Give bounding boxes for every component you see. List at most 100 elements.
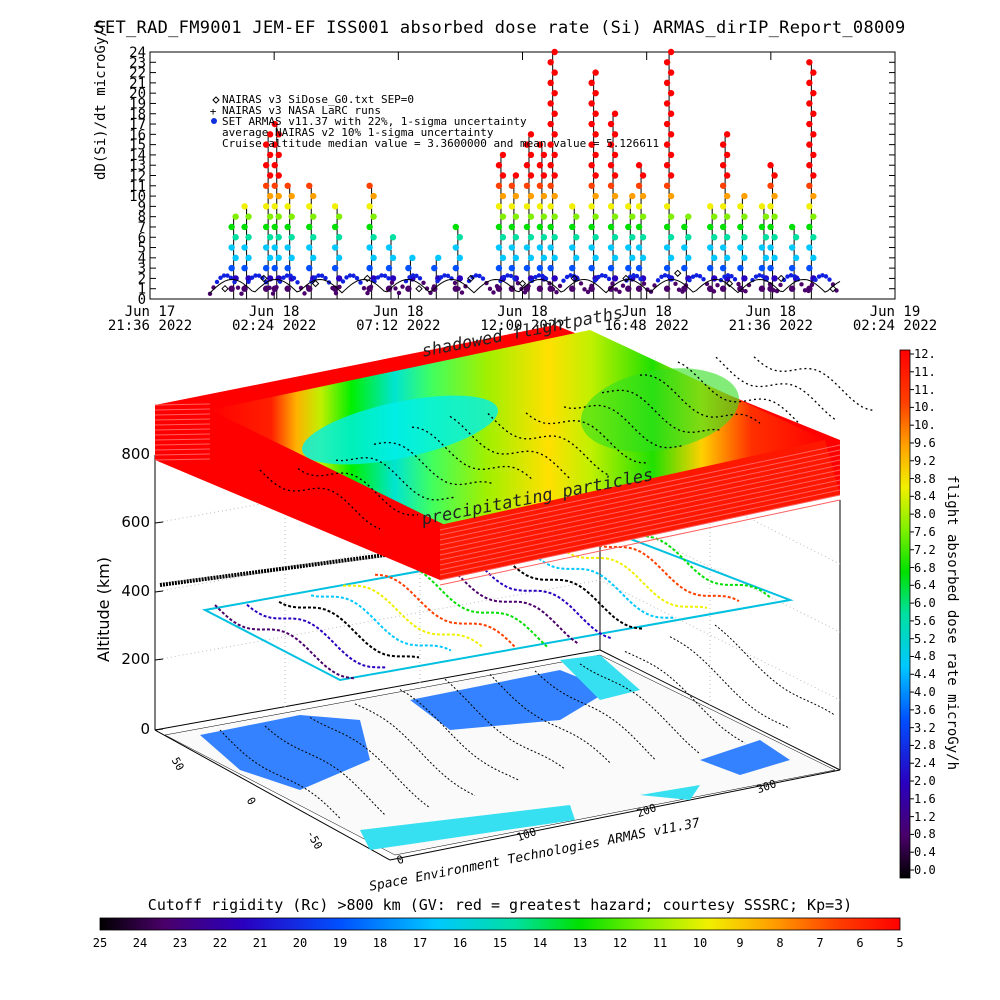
cap-shadowed-flightpath <box>449 415 571 480</box>
armas-baseline-point <box>386 276 391 281</box>
right-colorbar-tick-label: 4.0 <box>914 685 936 700</box>
cap-edge-stripe <box>439 444 841 531</box>
armas-data-point <box>607 244 615 251</box>
armas-data-point <box>592 192 599 200</box>
armas-data-point <box>810 89 817 97</box>
armas-data-point <box>228 223 235 231</box>
armas-data-point <box>663 141 671 148</box>
armas-data-point <box>271 182 278 189</box>
bottom-colorbar-tick-label: 17 <box>412 936 428 950</box>
armas-data-point <box>667 131 675 138</box>
armas-data-point <box>551 234 558 241</box>
scene-ytick-mark <box>154 521 164 524</box>
armas-baseline-point <box>442 273 447 278</box>
armas-data-point <box>625 223 632 231</box>
armas-data-point <box>635 264 643 272</box>
armas-baseline-point <box>288 273 293 278</box>
armas-data-point <box>452 244 460 251</box>
top-ytick-label: 4 <box>138 251 146 267</box>
armas-data-point <box>228 244 235 251</box>
armas-baseline-point <box>330 285 335 291</box>
armas-data-point <box>266 172 274 179</box>
bottom-colorbar-tick-label: 15 <box>492 936 508 950</box>
scene-ytick-label: 600 <box>121 513 150 531</box>
armas-baseline-point <box>561 278 566 283</box>
nairas-data-point <box>570 274 578 283</box>
armas-data-point <box>547 100 554 107</box>
armas-data-point <box>536 264 544 272</box>
nairas-data-point <box>415 285 423 293</box>
scene-ytick-label: 400 <box>121 582 150 600</box>
armas-data-point <box>758 203 766 210</box>
armas-data-point <box>592 234 599 241</box>
cap-shadowed-flightpath <box>715 356 837 421</box>
armas-data-point <box>685 213 692 220</box>
armas-baseline-point <box>680 289 685 294</box>
armas-baseline-point <box>319 273 325 278</box>
armas-baseline-point <box>729 274 734 279</box>
armas-data-point <box>262 162 270 169</box>
top-ytick-label: 17 <box>129 117 146 133</box>
armas-data-point <box>499 172 507 179</box>
armas-baseline-point <box>736 281 741 287</box>
cap-edge-stripe <box>154 408 211 411</box>
chart-title: SET_RAD_FM9001 JEM-EF ISS001 absorbed do… <box>94 18 906 38</box>
armas-baseline-point <box>400 284 405 289</box>
armas-data-point <box>639 192 647 200</box>
armas-data-point <box>806 223 813 231</box>
right-colorbar-tick-label: 10. <box>914 400 936 415</box>
armas-data-point <box>508 244 516 251</box>
armas-data-point <box>663 79 671 87</box>
armas-data-point <box>512 213 520 220</box>
armas-data-point <box>431 264 438 272</box>
armas-data-point <box>547 120 554 128</box>
armas-baseline-point <box>711 289 717 294</box>
armas-data-point <box>547 223 554 231</box>
armas-baseline-point <box>645 287 650 292</box>
armas-baseline-point <box>641 281 647 286</box>
cap-edge-stripe <box>154 418 211 421</box>
armas-data-point <box>788 285 796 292</box>
armas-data-point <box>527 234 535 241</box>
armas-baseline-point <box>379 273 384 278</box>
armas-data-point <box>527 192 535 200</box>
armas-data-point <box>262 141 270 148</box>
armas-baseline-point <box>375 275 381 280</box>
armas-data-point <box>306 244 313 251</box>
armas-baseline-point <box>459 290 465 295</box>
armas-data-point <box>540 192 548 200</box>
armas-baseline-point <box>655 278 661 283</box>
iss-orbit-track <box>598 544 740 603</box>
cap-edge-stripe <box>154 428 211 431</box>
bottom-colorbar-tick-label: 20 <box>292 936 308 950</box>
armas-data-point <box>806 79 813 87</box>
legend-entry-armas: SET ARMAS v11.37 with 22%, 1-sigma uncer… <box>222 115 527 128</box>
armas-data-point <box>262 223 270 231</box>
top-ytick-label: 3 <box>138 261 146 277</box>
armas-data-point <box>611 213 619 220</box>
armas-data-point <box>495 182 503 189</box>
armas-data-point <box>284 264 291 272</box>
armas-baseline-point <box>249 275 255 280</box>
armas-data-point <box>592 131 599 138</box>
cap-edge-stripe <box>154 413 211 416</box>
armas-data-point <box>508 223 516 231</box>
armas-baseline-point <box>452 280 458 286</box>
top-xtick-label: Jun 18 <box>248 304 300 320</box>
nairas-data-point <box>674 269 682 277</box>
legend-entry-nairas-sidose: NAIRAS v3 SiDose_G0.txt SEP=0 <box>222 93 415 106</box>
armas-baseline-point <box>295 280 300 285</box>
armas-data-point <box>547 182 554 189</box>
armas-data-point <box>310 254 317 262</box>
armas-baseline-point <box>676 287 682 292</box>
armas-data-point <box>456 254 464 262</box>
armas-data-point <box>262 203 270 210</box>
armas-data-point <box>271 141 278 148</box>
armas-data-point <box>284 244 291 251</box>
cap-edge-stripe <box>439 479 841 566</box>
armas-baseline-point <box>235 285 241 290</box>
armas-data-point <box>635 162 643 169</box>
bottom-colorbar-tick-label: 14 <box>532 936 548 950</box>
armas-data-point <box>741 254 748 262</box>
armas-data-point <box>241 264 248 272</box>
